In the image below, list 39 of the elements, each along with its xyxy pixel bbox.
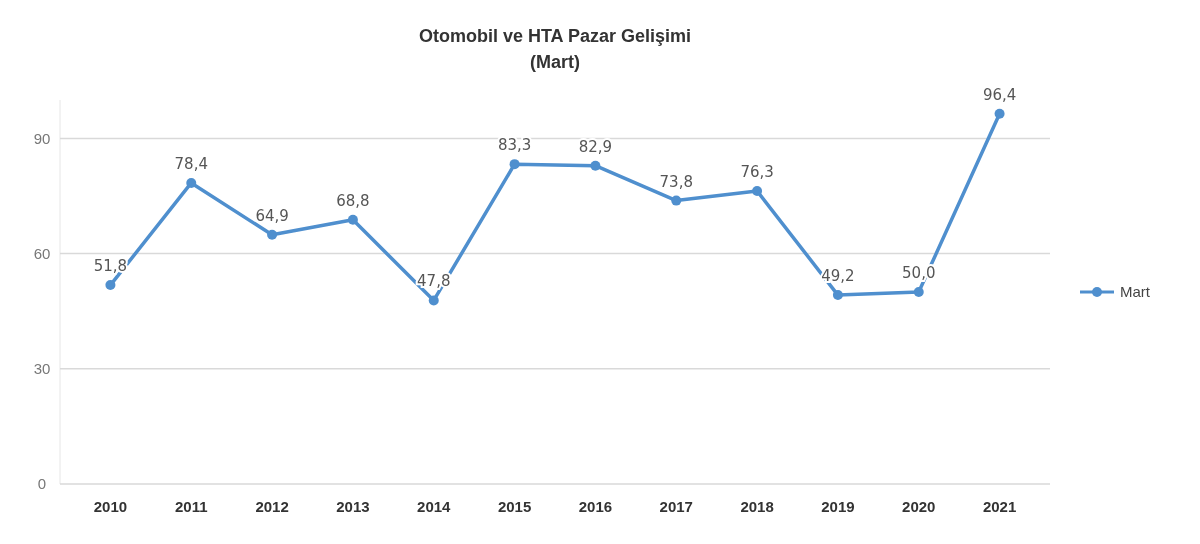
x-tick-label: 2010 <box>93 498 128 515</box>
data-label: 96,4 <box>982 85 1017 104</box>
point <box>671 195 682 206</box>
data-label: 68,8 <box>336 191 370 210</box>
point <box>347 214 358 225</box>
x-tick-label: 2012 <box>255 498 289 515</box>
y-tick-label: 0 <box>37 475 47 493</box>
chart-subtitle: (Mart) <box>530 52 580 72</box>
data-label: 64,9 <box>255 206 289 225</box>
x-tick-label: 2016 <box>578 498 613 515</box>
data-label: 83,3 <box>497 136 532 155</box>
point <box>267 229 278 240</box>
x-tick-label: 2015 <box>497 498 532 515</box>
data-label: 82,9 <box>578 137 613 156</box>
point <box>590 160 601 171</box>
point <box>832 290 843 301</box>
x-tick-label: 2011 <box>174 498 208 515</box>
chart-title: Otomobil ve HTA Pazar Gelişimi <box>418 26 692 46</box>
y-tick-label: 60 <box>33 244 51 262</box>
point <box>105 280 116 291</box>
x-tick-label: 2018 <box>740 498 774 515</box>
x-tick-label: 2020 <box>902 498 936 515</box>
data-label: 73,8 <box>659 172 693 191</box>
x-tick-label: 2021 <box>982 498 1017 515</box>
point <box>994 108 1005 119</box>
data-label: 78,4 <box>174 154 208 173</box>
point <box>428 295 439 306</box>
legend-label: Mart <box>1120 283 1151 301</box>
data-label: 76,3 <box>740 163 774 182</box>
x-tick-label: 2014 <box>417 498 452 515</box>
point <box>509 159 520 170</box>
x-tick-label: 2013 <box>336 498 370 515</box>
point <box>913 287 924 297</box>
point <box>752 186 763 197</box>
y-tick-label: 90 <box>33 129 51 147</box>
x-tick-label: 2019 <box>821 498 855 515</box>
y-tick-label: 30 <box>33 360 51 378</box>
point <box>186 177 197 188</box>
x-tick-label: 2017 <box>659 498 693 515</box>
